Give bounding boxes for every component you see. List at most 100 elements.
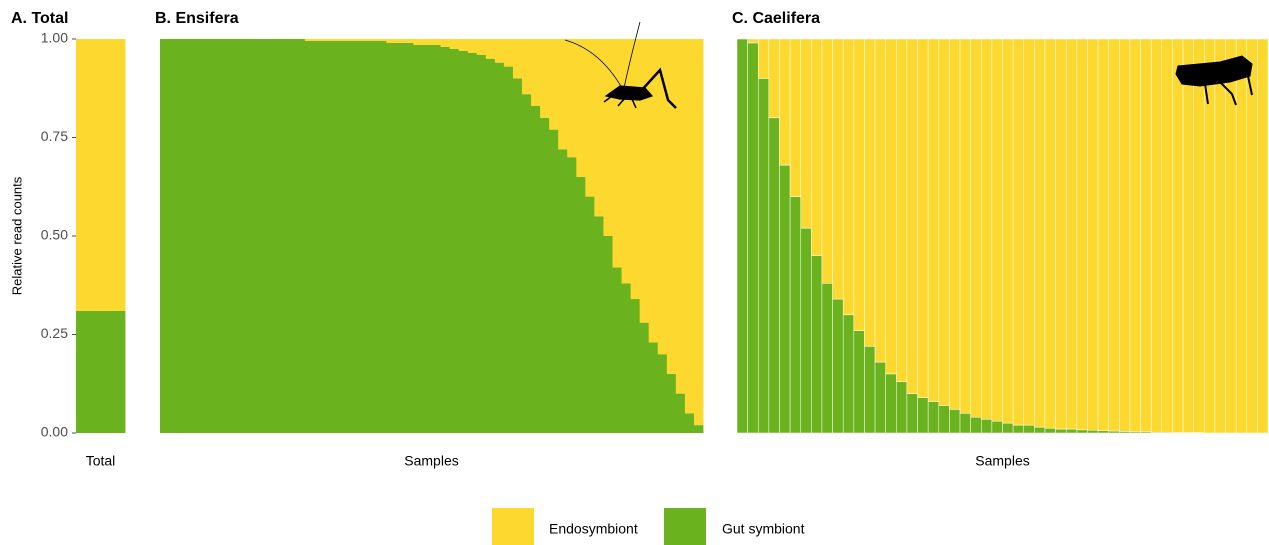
bar-segment (585, 197, 594, 433)
bar-segment (368, 39, 377, 41)
bar-segment (790, 197, 801, 433)
bar-segment (758, 39, 769, 78)
bar-segment (395, 43, 404, 433)
bar-segment (450, 39, 459, 49)
bar-segment (1087, 430, 1098, 433)
bar-segment (404, 43, 413, 433)
bar-segment (928, 39, 939, 401)
bar-segment (341, 39, 350, 41)
bar-segment (1013, 39, 1024, 425)
bar-segment (567, 157, 576, 433)
bar-segment (585, 39, 594, 197)
bar-segment (1013, 425, 1024, 433)
bar-segment (477, 39, 486, 55)
bar-segment (422, 39, 431, 45)
bar-segment (649, 342, 658, 433)
bar-segment (314, 39, 323, 41)
bar-segment (531, 106, 540, 433)
bar-segment (854, 331, 865, 433)
bar-segment (441, 47, 450, 433)
bar-segment (251, 39, 260, 433)
bar-segment (540, 118, 549, 433)
bar-segment (1236, 39, 1247, 433)
bar-segment (622, 39, 631, 283)
bar-segment (359, 39, 368, 41)
bar-segment (939, 39, 950, 405)
legend-key (664, 508, 706, 545)
bar-segment (486, 39, 495, 59)
bar-segment (576, 177, 585, 433)
bar-segment (801, 39, 812, 228)
bar-segment (737, 39, 748, 433)
bar-segment (160, 39, 169, 433)
bar-segment (341, 41, 350, 433)
bar-segment (971, 417, 982, 433)
bar-segment (323, 39, 332, 41)
bar-segment (269, 39, 278, 433)
x-tick-label: Total (86, 453, 116, 469)
bar-segment (886, 374, 897, 433)
bar-segment (1066, 429, 1077, 433)
bar-segment (939, 405, 950, 433)
bar-segment (1056, 429, 1067, 433)
bar-segment (1119, 39, 1130, 431)
bar-segment (790, 39, 801, 197)
bar-segment (949, 39, 960, 409)
bar-segment (676, 39, 685, 394)
bar-segment (864, 39, 875, 346)
bar-segment (594, 216, 603, 433)
bar-segment (603, 236, 612, 433)
bar-segment (368, 41, 377, 433)
bar-segment (558, 149, 567, 433)
bar-segment (513, 78, 522, 433)
bar-segment (196, 39, 205, 433)
bar-segment (486, 59, 495, 433)
bar-segment (1109, 431, 1120, 433)
bar-segment (522, 94, 531, 433)
bar-segment (748, 43, 759, 433)
bar-segment (1077, 430, 1088, 433)
bar-segment (522, 39, 531, 94)
bar-segment (971, 39, 982, 417)
bar-segment (1141, 39, 1152, 432)
bar-segment (833, 39, 844, 299)
bar-segment (504, 39, 513, 67)
bar-segment (459, 39, 468, 51)
bar-segment (949, 409, 960, 433)
bar-segment (640, 39, 649, 323)
bar-segment (386, 43, 395, 433)
bar-segment (540, 39, 549, 118)
page: {"chart_data": [ {"type": "stacked-bar",… (0, 0, 1269, 545)
plot-area (76, 39, 1268, 433)
legend-label: Endosymbiont (549, 521, 638, 537)
bar-segment (631, 299, 640, 433)
bar-segment (992, 39, 1003, 421)
bar-segment (332, 41, 341, 433)
bar-segment (1098, 39, 1109, 431)
bar-segment (432, 39, 441, 45)
legend-label: Gut symbiont (722, 521, 805, 537)
bar-segment (386, 39, 395, 43)
y-axis-label: Relative read counts (9, 176, 24, 295)
bar-segment (468, 53, 477, 433)
bar-segment (896, 39, 907, 382)
bar-segment (1003, 39, 1014, 423)
bar-segment (1087, 39, 1098, 430)
bar-segment (377, 41, 386, 433)
bar-segment (658, 354, 667, 433)
bar-segment (676, 394, 685, 433)
bar-segment (907, 394, 918, 433)
bar-segment (613, 39, 622, 268)
bar-segment (549, 130, 558, 433)
y-tick-label: 0.50 (41, 227, 68, 243)
bar-segment (667, 374, 676, 433)
bar-segment (260, 39, 269, 433)
bar-segment (459, 51, 468, 433)
bar-segment (232, 39, 241, 433)
y-tick-label: 0.75 (41, 128, 68, 144)
bar-segment (1109, 39, 1120, 431)
bar-segment (468, 39, 477, 53)
bar-segment (278, 39, 287, 433)
bar-segment (413, 39, 422, 45)
bar-segment (558, 39, 567, 149)
